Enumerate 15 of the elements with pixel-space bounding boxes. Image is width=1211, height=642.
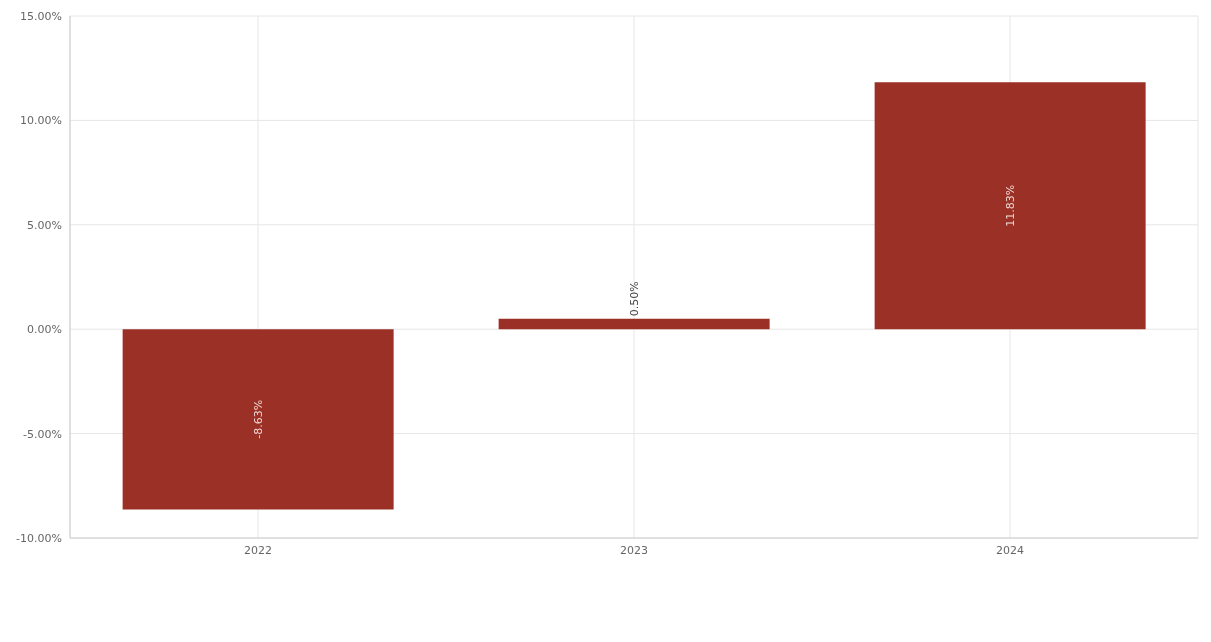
x-tick-label: 2022 [244,543,272,557]
y-tick-label: 10.00% [20,114,62,128]
x-tick-label: 2023 [620,543,648,557]
y-tick-label: 5.00% [27,218,62,232]
x-tick-label: 2024 [996,543,1024,557]
y-tick-label: -5.00% [23,427,62,441]
y-tick-label: -10.00% [16,531,62,545]
data-label: 0.50% [627,281,641,317]
bar [122,329,394,510]
bar [874,82,1146,330]
bar [498,318,770,330]
y-tick-label: 0.00% [27,323,62,337]
data-label: -8.63% [251,399,265,439]
y-tick-label: 15.00% [20,9,62,23]
data-label: 11.83% [1003,184,1017,227]
